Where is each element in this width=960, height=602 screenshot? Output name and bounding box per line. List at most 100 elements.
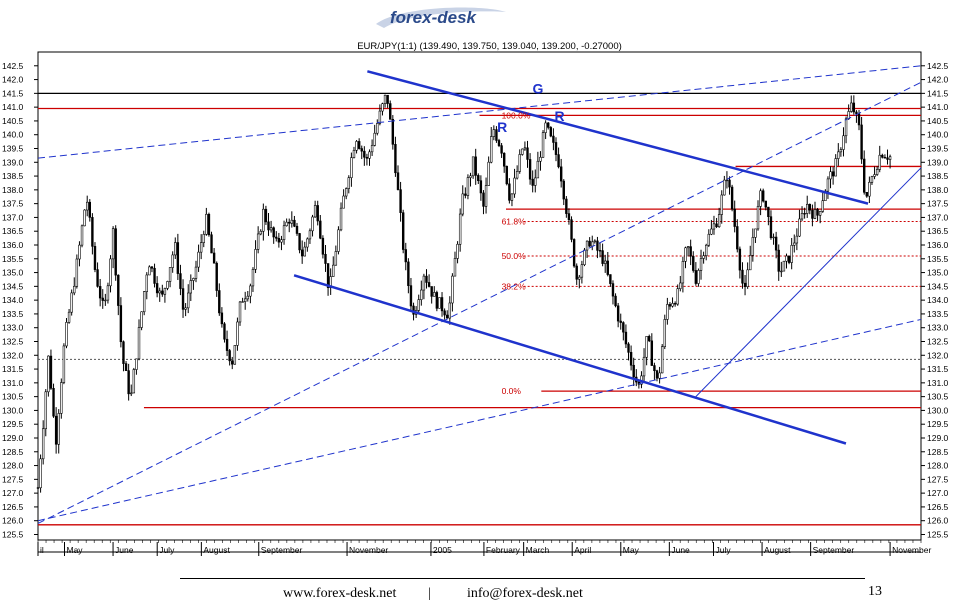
price-candle-body: [311, 216, 314, 232]
trend-line: [37, 318, 922, 522]
price-candle-body: [321, 237, 325, 255]
price-candle-body: [518, 154, 521, 172]
price-candle-body: [109, 258, 112, 287]
y-tick-label-right: 142.5: [927, 61, 949, 71]
price-candle-body: [65, 322, 68, 347]
y-tick-label-right: 126.5: [927, 502, 949, 512]
price-candle-body: [583, 249, 586, 266]
y-tick-label-left: 135.0: [2, 268, 24, 278]
price-candle-body: [622, 322, 625, 333]
price-candle-body: [153, 267, 156, 284]
price-candle-body: [404, 249, 407, 263]
price-candle-body: [142, 291, 146, 313]
price-candle-body: [619, 320, 622, 323]
price-candle-body: [337, 229, 340, 252]
x-month-label: July: [159, 545, 175, 555]
y-tick-label-left: 128.5: [2, 447, 24, 457]
footer-email-link[interactable]: info@forex-desk.net: [467, 586, 583, 601]
price-candle-body: [396, 172, 400, 190]
y-tick-label-left: 137.0: [2, 212, 24, 222]
price-candle-body: [427, 282, 431, 287]
price-candle-body: [616, 305, 620, 322]
price-candle-body: [277, 237, 281, 243]
price-candle-body: [868, 181, 871, 197]
price-candle-body: [342, 195, 345, 209]
price-candle-body: [821, 200, 824, 212]
price-candle-body: [686, 246, 690, 249]
price-candle-body: [41, 428, 45, 460]
price-candle-body: [461, 193, 464, 215]
price-candle-body: [290, 219, 294, 224]
y-tick-label-left: 140.5: [2, 116, 24, 126]
price-candle-body: [642, 356, 646, 377]
price-candle-body: [78, 244, 81, 260]
y-tick-label-right: 140.5: [927, 116, 949, 126]
y-tick-label-right: 132.0: [927, 350, 949, 360]
price-candle-body: [86, 201, 89, 211]
y-tick-label-left: 136.5: [2, 226, 24, 236]
price-candle-body: [855, 111, 858, 115]
eurjpy-chart: EUR/JPY(1:1) (139.490, 139.750, 139.040,…: [2, 41, 949, 556]
price-candle-body: [251, 269, 255, 287]
price-candle-body: [629, 352, 633, 366]
footer-website-link[interactable]: www.forex-desk.net: [283, 586, 397, 601]
trend-line: [367, 70, 869, 205]
price-candle-body: [857, 113, 861, 126]
price-candle-body: [541, 132, 545, 158]
price-candle-body: [736, 226, 739, 250]
price-candle-body: [624, 331, 628, 345]
y-tick-label-right: 133.0: [927, 323, 949, 333]
page-number: 13: [868, 584, 882, 599]
fib-level-label: 100.0%: [502, 110, 531, 120]
x-month-label: September: [813, 545, 855, 555]
y-tick-label-right: 130.5: [927, 392, 949, 402]
y-tick-label-left: 140.0: [2, 130, 24, 140]
price-candle-body: [502, 152, 506, 167]
price-candle-body: [417, 299, 420, 311]
price-candle-body: [790, 244, 793, 263]
price-candle-body: [534, 177, 537, 186]
price-candle-body: [479, 180, 483, 194]
y-tick-label-left: 138.0: [2, 185, 24, 195]
price-candle-body: [262, 208, 265, 232]
price-candle-body: [80, 225, 84, 246]
price-candle-body: [282, 225, 286, 240]
y-tick-label-right: 135.5: [927, 254, 949, 264]
price-candle-body: [539, 156, 542, 162]
price-candle-body: [850, 102, 853, 112]
price-candle-body: [723, 179, 726, 196]
price-candle-body: [326, 263, 330, 288]
price-candle-body: [192, 278, 195, 281]
x-month-label: March: [526, 545, 550, 555]
price-candle-body: [332, 264, 335, 277]
price-candle-body: [104, 299, 107, 302]
y-tick-label-left: 141.0: [2, 102, 24, 112]
price-candle-body: [593, 240, 597, 243]
x-month-label: August: [203, 545, 230, 555]
price-candle-body: [466, 177, 470, 196]
y-tick-label-right: 137.5: [927, 199, 949, 209]
price-candle-body: [487, 161, 490, 186]
price-candle-body: [842, 135, 845, 150]
y-tick-label-right: 131.5: [927, 364, 949, 374]
footer-rule: [180, 578, 865, 579]
price-candle-body: [365, 156, 369, 159]
price-candle-body: [378, 110, 382, 124]
fib-level-label: 50.0%: [502, 251, 527, 261]
price-candle-body: [528, 159, 532, 180]
y-tick-label-left: 128.0: [2, 461, 24, 471]
price-candle-body: [438, 297, 441, 309]
y-tick-label-right: 139.0: [927, 157, 949, 167]
price-candle-body: [49, 355, 53, 389]
y-tick-label-left: 135.5: [2, 254, 24, 264]
y-tick-label-right: 126.0: [927, 516, 949, 526]
price-candle-body: [777, 249, 780, 272]
price-candle-body: [345, 188, 348, 197]
price-candle-body: [451, 275, 454, 304]
y-tick-label-left: 125.5: [2, 529, 24, 539]
price-candle-body: [875, 169, 879, 175]
price-candle-body: [440, 297, 444, 312]
price-candle-body: [495, 129, 498, 141]
price-candle-body: [98, 286, 102, 299]
x-month-label: 2005: [433, 545, 452, 555]
